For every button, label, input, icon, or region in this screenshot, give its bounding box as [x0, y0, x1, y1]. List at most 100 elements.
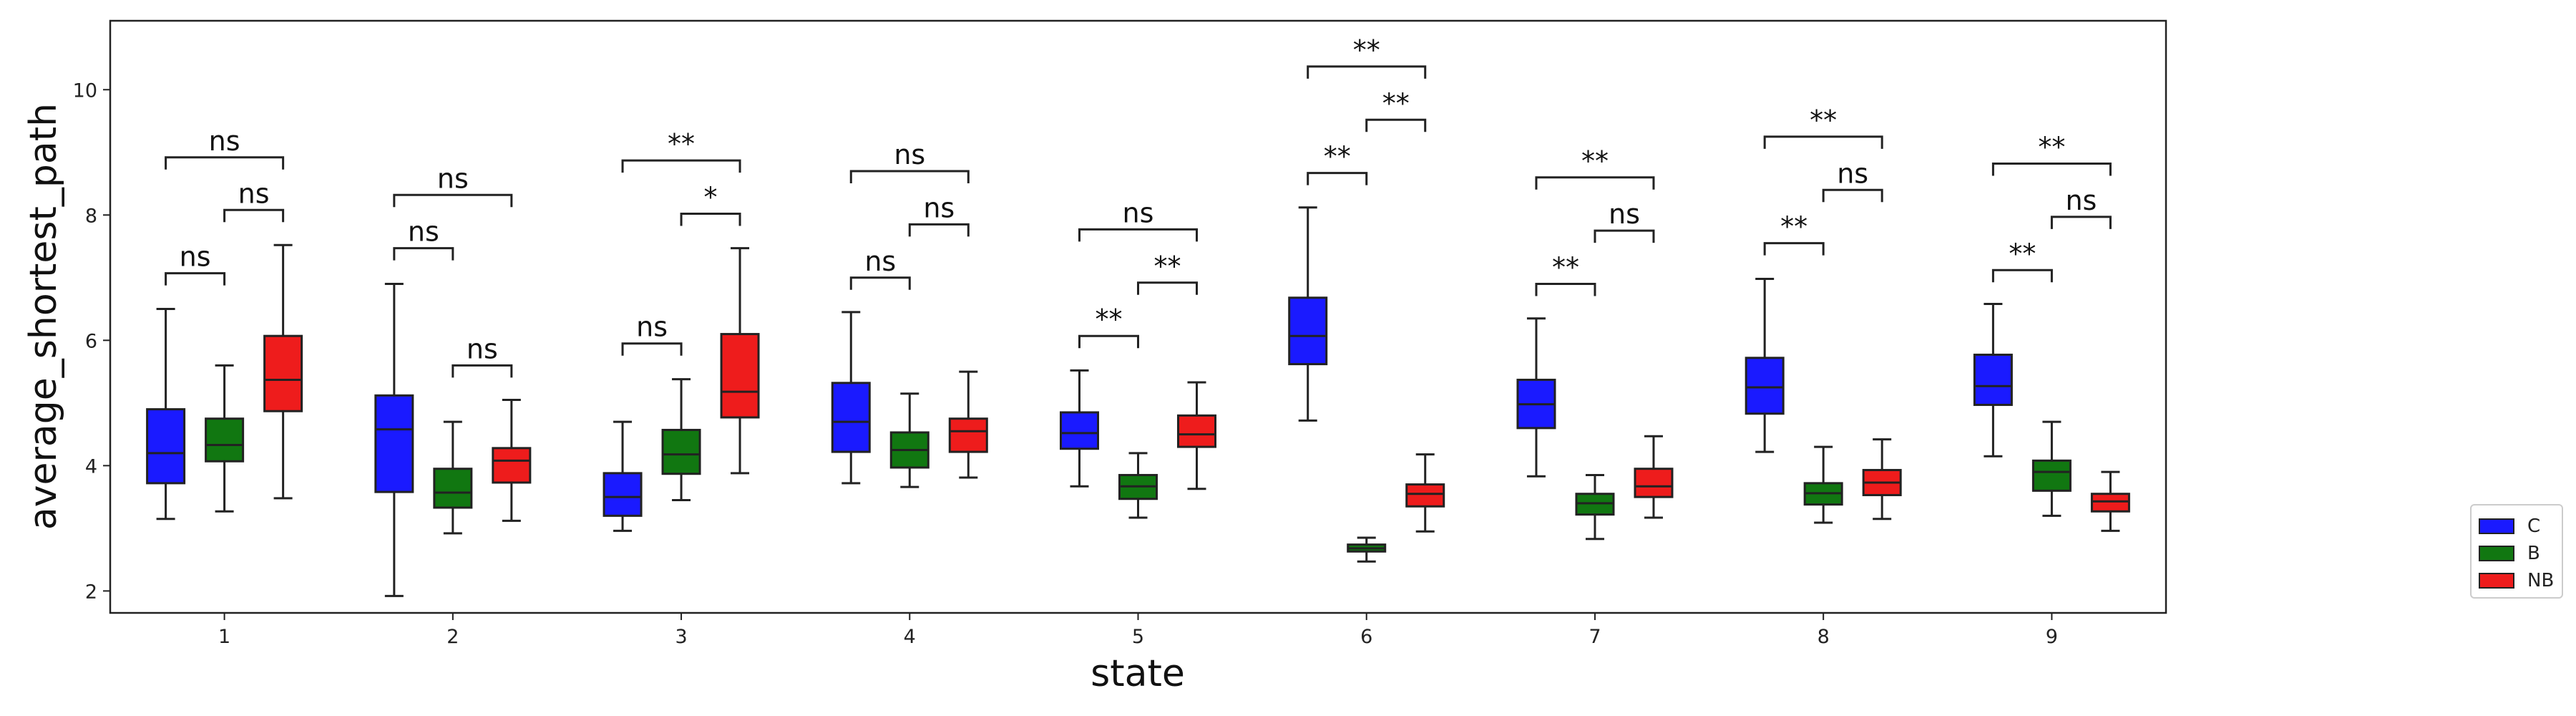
legend-item-b: B: [2479, 543, 2540, 564]
box-c-state-1: [146, 308, 186, 521]
significance-label: ns: [1123, 197, 1154, 228]
bracket-line: [1365, 118, 1427, 132]
bracket-line: [223, 208, 285, 223]
bracket-line: [1991, 268, 2053, 283]
box-c-state-7: [1516, 317, 1556, 478]
significance-bracket: **: [1991, 132, 2112, 176]
legend-label-nb: NB: [2527, 570, 2555, 591]
box-c-state-8: [1745, 278, 1785, 453]
bracket-line: [1078, 334, 1139, 349]
box-nb-state-1: [263, 243, 303, 500]
bracket-line: [1763, 135, 1883, 149]
x-tick-label: 3: [675, 626, 687, 648]
significance-label: **: [2038, 132, 2065, 163]
box-c-state-2: [374, 283, 414, 597]
legend: C B NB: [2470, 504, 2563, 599]
significance-bracket: **: [1535, 252, 1596, 296]
significance-label: **: [1810, 105, 1837, 136]
y-axis-label: average_shortest_path: [22, 103, 65, 530]
bracket-line: [1078, 228, 1198, 242]
significance-label: ns: [1609, 198, 1640, 230]
box-c-state-9: [1973, 303, 2013, 458]
box-c-state-5: [1060, 369, 1099, 488]
significance-bracket: ns: [452, 333, 513, 378]
x-tick-label: 9: [2046, 626, 2058, 648]
significance-label: **: [1353, 34, 1380, 66]
y-tick-label: 2: [85, 581, 97, 603]
box-body: [1177, 414, 1216, 448]
significance-bracket: **: [1535, 145, 1655, 190]
bracket-line: [1594, 229, 1655, 243]
legend-label-c: C: [2527, 516, 2541, 537]
bracket-line: [165, 272, 226, 286]
box-b-state-7: [1575, 473, 1615, 541]
significance-label: **: [1324, 141, 1351, 173]
box-c-state-4: [831, 311, 871, 485]
bracket-line: [908, 223, 970, 237]
bracket-line: [165, 156, 285, 170]
bracket-line: [393, 247, 454, 261]
significance-bracket: ns: [1078, 197, 1198, 242]
plot-area-frame: [109, 19, 2167, 614]
significance-bracket: ns: [165, 125, 285, 170]
box-b-state-6: [1347, 536, 1387, 563]
y-tick-label: 10: [73, 79, 97, 102]
significance-bracket: ns: [165, 241, 226, 286]
box-body: [1745, 357, 1785, 415]
y-tick-label: 6: [85, 330, 97, 352]
significance-label: ns: [467, 333, 498, 364]
box-b-state-3: [661, 378, 701, 501]
x-tick-label: 8: [1818, 626, 1830, 648]
box-nb-state-4: [948, 370, 988, 479]
significance-label: **: [1552, 252, 1579, 284]
significance-bracket: ns: [1822, 158, 1883, 203]
box-b-state-5: [1118, 452, 1158, 519]
bracket-line: [1307, 172, 1368, 185]
bracket-line: [1307, 65, 1427, 79]
legend-item-nb: NB: [2479, 570, 2554, 591]
significance-bracket: ns: [621, 311, 683, 356]
box-b-state-1: [205, 364, 245, 513]
box-c-state-3: [602, 420, 643, 532]
significance-label: **: [668, 128, 695, 160]
box-body: [205, 417, 245, 463]
box-body: [1405, 483, 1445, 508]
significance-label: **: [1382, 87, 1410, 119]
significance-bracket: **: [1078, 304, 1139, 349]
significance-label: **: [1780, 211, 1807, 243]
x-tick-label: 5: [1132, 626, 1144, 648]
x-tick-label: 4: [904, 626, 916, 648]
significance-bracket: ns: [1594, 198, 1655, 243]
legend-swatch-nb: [2479, 573, 2514, 589]
box-c-state-6: [1288, 206, 1328, 422]
x-tick-label: 6: [1360, 626, 1372, 648]
significance-label: ns: [636, 311, 668, 343]
significance-label: ns: [437, 163, 469, 194]
box-body: [433, 468, 473, 509]
significance-bracket: **: [1137, 251, 1198, 295]
box-body: [263, 334, 303, 412]
box-nb-state-6: [1405, 453, 1445, 533]
box-nb-state-9: [2090, 470, 2130, 532]
bracket-line: [393, 193, 513, 208]
significance-label: **: [2009, 238, 2036, 269]
significance-bracket: **: [1991, 238, 2053, 283]
box-nb-state-5: [1177, 381, 1216, 490]
legend-swatch-c: [2479, 518, 2514, 534]
box-body: [661, 428, 701, 475]
bracket-line: [1763, 242, 1825, 256]
significance-bracket: **: [1307, 141, 1368, 185]
box-b-state-8: [1803, 445, 1843, 524]
significance-bracket: ns: [849, 246, 911, 290]
significance-label: ns: [238, 178, 270, 209]
significance-label: ns: [180, 241, 211, 273]
significance-bracket: **: [621, 128, 741, 173]
bracket-line: [621, 342, 683, 356]
significance-label: ns: [1837, 158, 1868, 189]
legend-item-c: C: [2479, 516, 2540, 537]
box-body: [831, 382, 871, 453]
box-body: [720, 333, 760, 419]
box-nb-state-2: [492, 398, 532, 522]
significance-bracket: **: [1763, 211, 1825, 256]
